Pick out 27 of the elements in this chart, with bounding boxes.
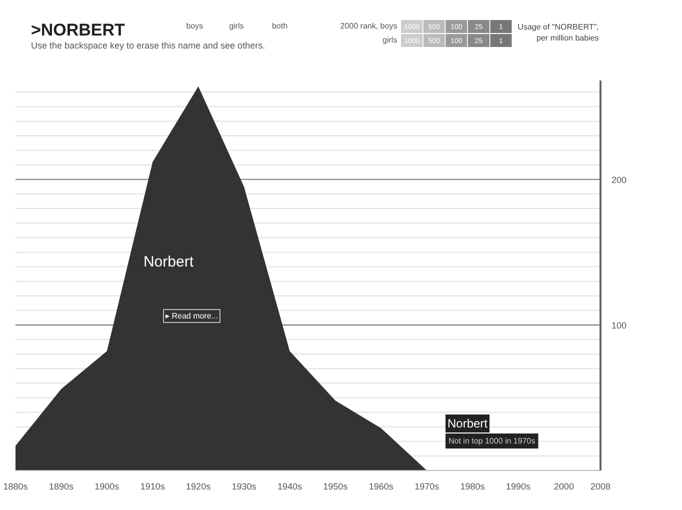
text: 2000 rank, boys bbox=[340, 22, 398, 30]
x-tick-label: 1880s bbox=[3, 482, 28, 492]
y-tick-label: 200 bbox=[612, 174, 627, 185]
x-tick-label: 2000 bbox=[554, 482, 574, 492]
text: girls bbox=[382, 36, 398, 44]
chart-title: >NORBERT bbox=[30, 20, 126, 40]
x-tick-label: 1950s bbox=[323, 482, 348, 492]
chart-subtitle: Use the backspace key to erase this name and see others. bbox=[30, 40, 266, 50]
x-tick-label: 1910s bbox=[140, 482, 166, 492]
x-tick-label: 1930s bbox=[232, 482, 257, 492]
x-tick-label: 2008 bbox=[590, 482, 611, 492]
x-tick-label: 1890s bbox=[48, 482, 74, 492]
text: girls bbox=[229, 22, 244, 30]
text: boys bbox=[186, 22, 204, 30]
annotation: Norbert bbox=[448, 416, 488, 430]
series-label: Norbert bbox=[143, 254, 194, 271]
x-tick-label: 1960s bbox=[368, 482, 394, 492]
x-tick-label: 1990s bbox=[506, 482, 531, 492]
annotation: Not in top 1000 in 1970s bbox=[448, 436, 536, 446]
x-tick-label: 1980s bbox=[460, 482, 486, 492]
x-tick-label: 1970s bbox=[414, 482, 440, 492]
x-tick-label: 1900s bbox=[94, 482, 120, 492]
x-tick-label: 1940s bbox=[277, 482, 302, 492]
y-axis-title: Usage of "NORBERT", per million babies bbox=[518, 22, 599, 42]
x-tick-label: 1920s bbox=[186, 482, 212, 492]
text: both bbox=[272, 22, 288, 30]
annotation: ▸ Read more... bbox=[166, 312, 218, 320]
